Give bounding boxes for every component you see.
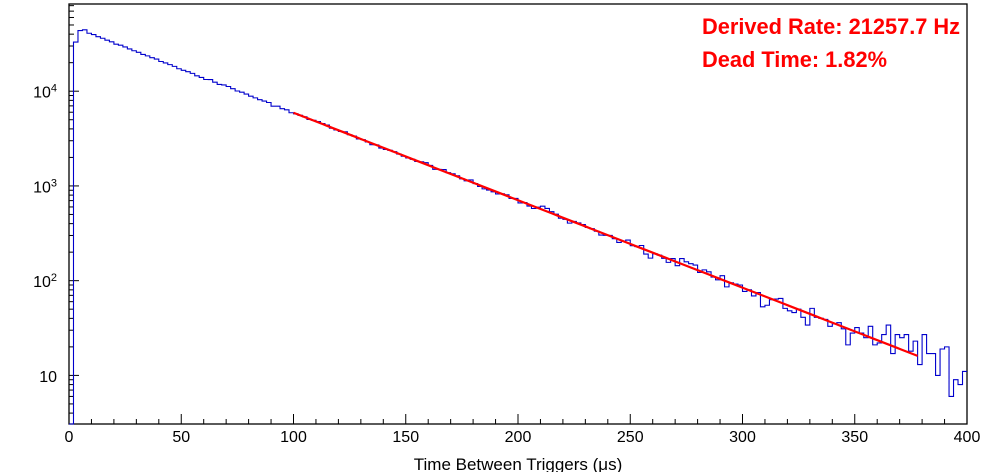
svg-text:0: 0 bbox=[65, 429, 74, 446]
svg-text:Derived Rate: 21257.7 Hz: Derived Rate: 21257.7 Hz bbox=[702, 14, 960, 39]
svg-text:100: 100 bbox=[280, 429, 307, 446]
svg-text:250: 250 bbox=[617, 429, 644, 446]
svg-text:150: 150 bbox=[392, 429, 419, 446]
svg-text:400: 400 bbox=[954, 429, 981, 446]
svg-text:50: 50 bbox=[172, 429, 190, 446]
svg-text:300: 300 bbox=[729, 429, 756, 446]
svg-text:350: 350 bbox=[841, 429, 868, 446]
svg-text:10: 10 bbox=[39, 369, 57, 386]
svg-text:200: 200 bbox=[505, 429, 532, 446]
svg-text:Time Between Triggers (μs): Time Between Triggers (μs) bbox=[414, 455, 623, 472]
svg-text:Dead Time: 1.82%: Dead Time: 1.82% bbox=[702, 47, 887, 72]
